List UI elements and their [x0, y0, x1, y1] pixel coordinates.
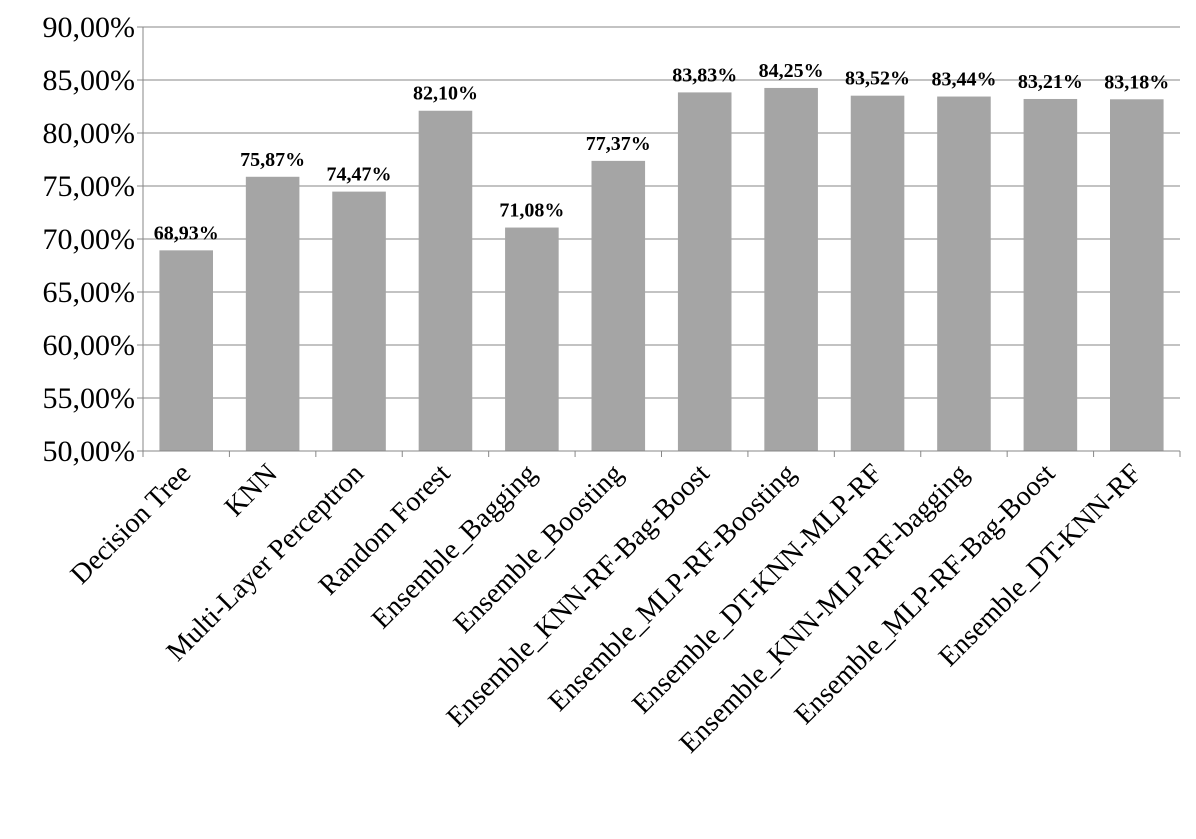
bar [937, 96, 991, 451]
y-tick-label: 60,00% [43, 329, 136, 362]
y-tick-label: 90,00% [43, 11, 136, 44]
bar [1110, 99, 1164, 452]
bar [850, 95, 905, 452]
data-label: 83,83% [672, 64, 737, 86]
grid-lines [143, 26, 1180, 399]
data-labels: 68,93% 75,87% 74,47% 82,10% 71,08% 77,37% 83,8… [154, 60, 1170, 244]
data-label: 83,52% [845, 68, 910, 90]
y-axis-tick-labels: 50,00% 55,00% 60,00% 65,00% 70,00% 75,00% 80,0… [43, 11, 143, 468]
data-label: 71,08% [499, 200, 564, 222]
data-label: 82,10% [413, 83, 478, 105]
x-category-label: Ensemble_Bagging [366, 458, 543, 635]
bars [159, 87, 1164, 452]
y-tick-label: 75,00% [43, 170, 136, 203]
axes [142, 27, 1181, 457]
bar [159, 250, 213, 451]
data-label: 83,44% [931, 69, 996, 91]
x-category-label: KNN [219, 458, 284, 523]
bar [677, 92, 732, 451]
bar [764, 87, 818, 451]
y-tick-label: 80,00% [43, 117, 136, 150]
bar [591, 160, 646, 452]
data-label: 68,93% [154, 222, 219, 244]
bar [332, 191, 386, 452]
data-label: 83,21% [1018, 71, 1083, 93]
x-category-label: Decision Tree [65, 458, 197, 590]
y-tick-label: 50,00% [43, 435, 136, 468]
data-label: 75,87% [240, 149, 305, 171]
data-label: 77,37% [586, 133, 651, 155]
bar [418, 110, 473, 452]
y-tick-label: 70,00% [43, 223, 136, 256]
data-label: 84,25% [759, 60, 824, 82]
data-label: 74,47% [327, 164, 392, 186]
bar [245, 176, 300, 451]
bar [1023, 98, 1078, 451]
bar [505, 227, 559, 451]
data-label: 83,18% [1104, 71, 1169, 93]
y-tick-label: 65,00% [43, 276, 136, 309]
y-tick-label: 55,00% [43, 382, 136, 415]
y-tick-label: 85,00% [43, 64, 136, 97]
